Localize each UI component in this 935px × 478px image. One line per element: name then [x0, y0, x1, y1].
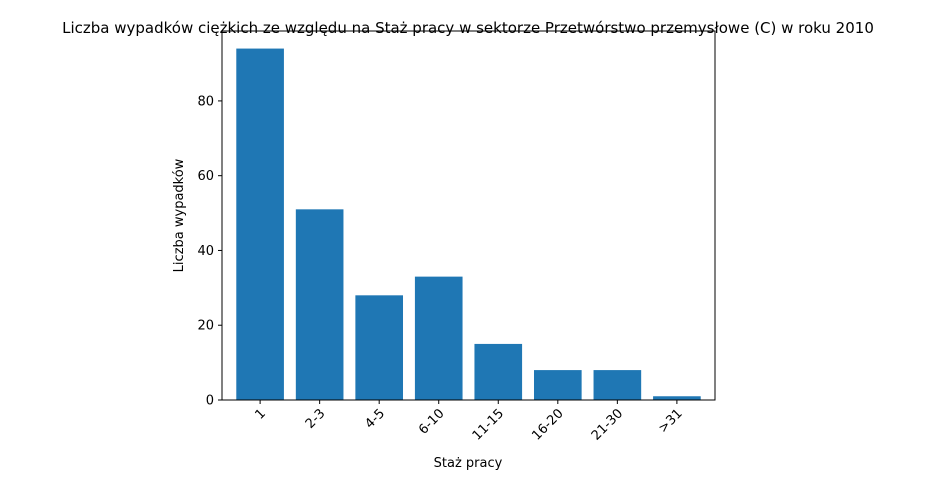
- plot-frame: [221, 30, 716, 401]
- bar->31: [653, 396, 701, 400]
- y-tick-label: 0: [206, 394, 214, 409]
- bars-group: [236, 48, 701, 400]
- x-tick-label: 6-10: [416, 406, 447, 437]
- y-tick-label: 20: [197, 319, 214, 334]
- x-axis-title: Staż pracy: [434, 456, 503, 471]
- y-tick-label: 40: [197, 244, 214, 259]
- y-tick-label: 60: [197, 169, 214, 184]
- bar-2-3: [295, 209, 344, 400]
- bar-11-15: [474, 343, 523, 400]
- x-tick-label: 2-3: [303, 406, 329, 432]
- y-tick-label: 80: [197, 94, 214, 109]
- x-tick-label: 11-15: [470, 406, 507, 443]
- x-tick-label: 21-30: [589, 406, 626, 443]
- bar-4-5: [355, 295, 404, 400]
- x-axis: 1 2-3 4-5 6-10 11-15 16-20 21-30 >31: [252, 400, 686, 444]
- x-tick-label: 16-20: [529, 406, 566, 443]
- x-tick-label: >31: [656, 406, 686, 436]
- bar-1: [236, 48, 284, 400]
- y-axis: 0 20 40 60 80: [197, 94, 222, 409]
- x-tick-label: 4-5: [362, 406, 388, 432]
- bar-16-20: [533, 370, 582, 400]
- x-tick-label: 1: [252, 406, 268, 422]
- y-axis-title: Liczba wypadków: [172, 158, 187, 272]
- bar-6-10: [414, 276, 463, 400]
- chart-title: Liczba wypadków ciężkich ze względu na S…: [62, 19, 874, 37]
- bar-21-30: [593, 370, 642, 400]
